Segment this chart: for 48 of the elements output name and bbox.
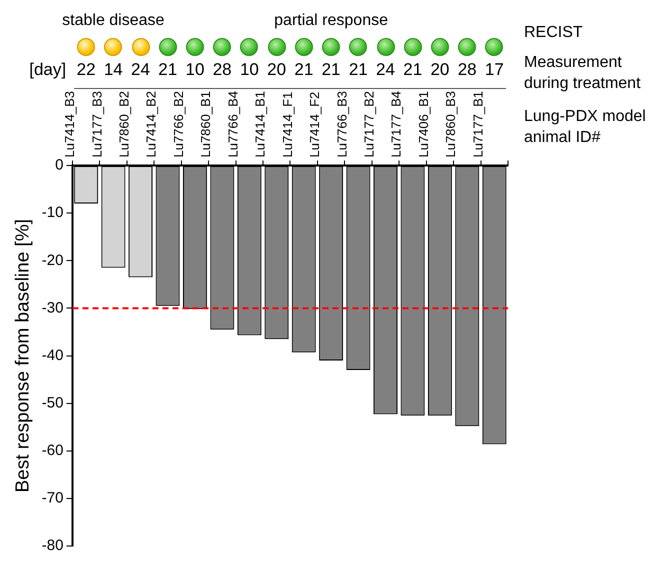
- text: 28: [458, 60, 477, 79]
- x-tick-label: Lu7766_B2: [170, 90, 186, 158]
- text: 14: [104, 60, 123, 79]
- y-tick-label: -40: [42, 346, 64, 364]
- text: 28: [212, 60, 232, 79]
- text: [day]: [28, 60, 66, 80]
- x-tick-label: Lu7414_B3: [62, 90, 78, 158]
- x-tick-label: Lu7860_B1: [198, 90, 214, 158]
- y-tick-label: -80: [42, 537, 64, 554]
- x-tick-label: Lu7414_F2: [307, 92, 322, 158]
- text: 17: [484, 60, 504, 79]
- text: 22: [76, 60, 96, 79]
- x-tick-label: Lu7414_F1: [280, 92, 295, 158]
- text: 10: [186, 60, 204, 79]
- y-tick-label: -60: [42, 442, 64, 460]
- text: 20: [430, 60, 450, 79]
- y-tick-label: -30: [42, 299, 64, 316]
- y-tick-label: -50: [42, 394, 64, 412]
- x-tick-label: Lu7177_B1: [470, 90, 486, 158]
- text: 21: [348, 60, 368, 79]
- text: 21: [322, 60, 341, 79]
- x-tick-label: Lu7860_B3: [443, 90, 458, 158]
- y-tick-label: 0: [55, 156, 64, 174]
- y-tick-label: -70: [42, 490, 64, 507]
- text: partial response: [273, 12, 389, 30]
- y-axis-title: Best response from baseline [%]: [12, 218, 34, 493]
- text: Lung-PDX model animal ID#: [524, 107, 647, 148]
- x-tick-label: Lu7406_B1: [416, 90, 431, 158]
- text: Measurement during treatment: [524, 53, 642, 94]
- x-tick-label: Lu7766_B4: [225, 90, 240, 158]
- text: 10: [240, 60, 259, 79]
- text: 24: [131, 60, 150, 79]
- x-tick-label: Lu7177_B4: [388, 90, 404, 158]
- y-tick-label: -10: [42, 204, 64, 222]
- x-tick-label: Lu7177_B3: [89, 90, 104, 158]
- text: stable disease: [61, 12, 166, 30]
- x-tick-label: Lu7414_B2: [144, 90, 159, 158]
- x-tick-label: Lu7414_B1: [252, 90, 268, 158]
- text: 21: [158, 60, 178, 79]
- text: RECIST: [524, 23, 584, 43]
- text: 24: [376, 60, 395, 79]
- x-tick-label: Lu7177_B2: [361, 90, 376, 158]
- y-tick-label: -20: [42, 252, 64, 269]
- x-tick-label: Lu7766_B3: [334, 90, 350, 158]
- text: 21: [403, 60, 422, 79]
- text: 20: [267, 60, 286, 79]
- x-tick-label: Lu7860_B2: [116, 90, 132, 158]
- text: 21: [294, 60, 314, 79]
